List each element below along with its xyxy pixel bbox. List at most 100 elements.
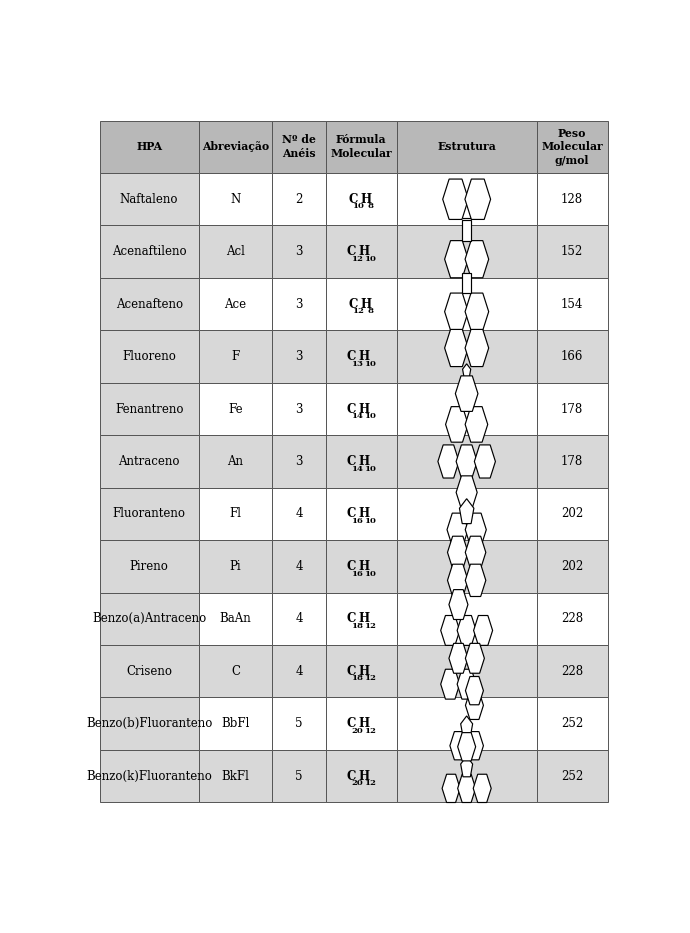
Bar	[397, 120, 537, 173]
Bar	[537, 488, 608, 540]
Bar	[537, 226, 608, 278]
Bar	[397, 278, 537, 330]
Bar	[537, 540, 608, 592]
Polygon shape	[448, 536, 468, 568]
Text: N: N	[230, 193, 241, 206]
Bar	[326, 435, 397, 488]
Text: H: H	[360, 298, 371, 311]
Polygon shape	[457, 774, 475, 802]
Bar	[326, 173, 397, 226]
Bar	[326, 592, 397, 645]
Text: HPA: HPA	[136, 141, 162, 152]
Text: 128: 128	[561, 193, 583, 206]
Text: Pireno: Pireno	[130, 560, 168, 573]
Bar	[273, 383, 326, 435]
Polygon shape	[473, 774, 491, 802]
Text: Antraceno: Antraceno	[119, 455, 180, 468]
Text: 4: 4	[295, 612, 303, 625]
Text: 252: 252	[561, 717, 583, 731]
Bar	[397, 645, 537, 698]
Text: 4: 4	[295, 508, 303, 521]
Text: Abreviação: Abreviação	[202, 141, 269, 152]
Bar	[273, 173, 326, 226]
Bar	[326, 645, 397, 698]
Text: 10: 10	[364, 360, 376, 368]
Text: 12: 12	[364, 675, 376, 682]
Bar	[326, 540, 397, 592]
Text: H: H	[358, 717, 369, 731]
Text: 154: 154	[561, 298, 583, 311]
Bar	[99, 645, 199, 698]
Bar	[326, 330, 397, 383]
Text: C: C	[348, 193, 357, 206]
Text: 20: 20	[351, 779, 364, 787]
Bar	[199, 226, 273, 278]
Polygon shape	[448, 564, 468, 596]
Text: 3: 3	[295, 298, 303, 311]
Polygon shape	[465, 564, 486, 596]
Bar	[99, 435, 199, 488]
Text: Benzo(b)Fluoranteno: Benzo(b)Fluoranteno	[86, 717, 213, 731]
Text: 8: 8	[367, 202, 373, 211]
Text: F: F	[231, 350, 239, 363]
Bar	[397, 540, 537, 592]
Text: 10: 10	[364, 465, 376, 473]
Text: BaAn: BaAn	[219, 612, 251, 625]
Text: 16: 16	[351, 517, 364, 525]
Text: Peso
Molecular
g/mol: Peso Molecular g/mol	[541, 128, 603, 166]
Bar	[273, 540, 326, 592]
Text: Fe: Fe	[228, 402, 243, 415]
Bar	[537, 750, 608, 802]
Bar	[273, 592, 326, 645]
Polygon shape	[465, 644, 484, 674]
Polygon shape	[474, 445, 495, 478]
Bar	[99, 278, 199, 330]
Polygon shape	[444, 241, 469, 278]
Text: 12: 12	[353, 307, 365, 315]
Polygon shape	[465, 536, 486, 568]
Polygon shape	[444, 329, 469, 367]
Bar	[99, 226, 199, 278]
Bar	[537, 330, 608, 383]
Text: C: C	[231, 664, 240, 677]
Bar	[199, 540, 273, 592]
Text: 152: 152	[561, 245, 583, 258]
Text: Acenafteno: Acenafteno	[116, 298, 183, 311]
Bar	[199, 592, 273, 645]
Polygon shape	[456, 445, 477, 478]
Polygon shape	[447, 513, 468, 546]
Text: Fluoreno: Fluoreno	[122, 350, 176, 363]
Bar	[273, 698, 326, 750]
Polygon shape	[462, 364, 471, 378]
Polygon shape	[465, 241, 489, 278]
Bar	[99, 488, 199, 540]
Bar	[273, 278, 326, 330]
Text: Estrutura: Estrutura	[437, 141, 496, 152]
Text: C: C	[346, 560, 355, 573]
Bar	[199, 645, 273, 698]
Bar	[99, 592, 199, 645]
Polygon shape	[457, 732, 475, 761]
Text: H: H	[358, 612, 369, 625]
Text: 178: 178	[561, 455, 583, 468]
Bar	[199, 383, 273, 435]
Text: 10: 10	[353, 202, 365, 211]
Text: Benzo(a)Antraceno: Benzo(a)Antraceno	[92, 612, 206, 625]
Text: 10: 10	[364, 517, 376, 525]
Text: 12: 12	[364, 727, 376, 735]
Polygon shape	[465, 329, 489, 367]
Text: 5: 5	[295, 770, 303, 783]
Bar	[326, 278, 397, 330]
Bar	[99, 383, 199, 435]
Text: Ace: Ace	[224, 298, 246, 311]
Bar	[199, 278, 273, 330]
Polygon shape	[455, 376, 478, 411]
Bar	[273, 750, 326, 802]
Bar	[326, 698, 397, 750]
Text: 20: 20	[351, 727, 364, 735]
Text: Fl: Fl	[230, 508, 241, 521]
Polygon shape	[460, 499, 474, 523]
Bar	[397, 698, 537, 750]
Text: Nº de
Anéis: Nº de Anéis	[282, 134, 316, 160]
Text: 4: 4	[295, 664, 303, 677]
